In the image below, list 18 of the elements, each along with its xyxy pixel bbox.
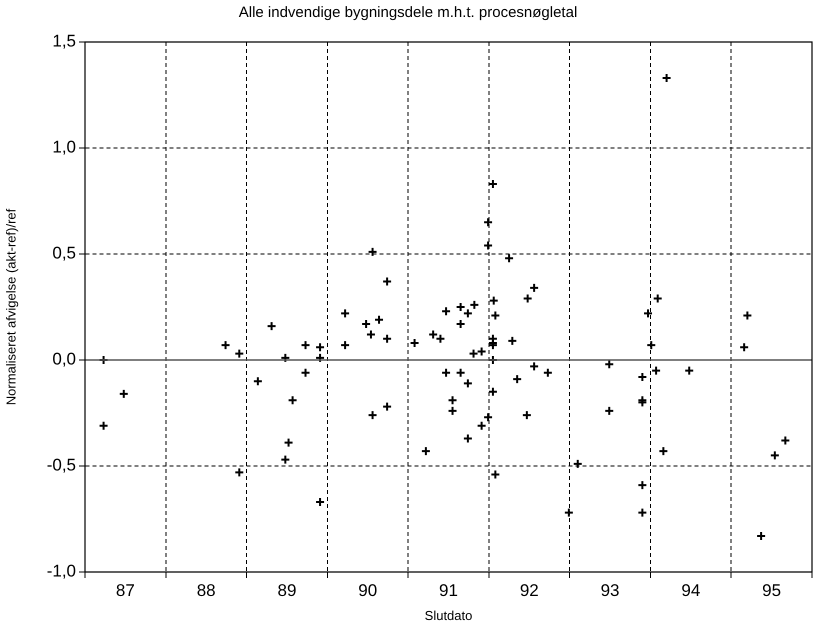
x-tick-label: 95 <box>762 580 782 600</box>
chart-title: Alle indvendige bygningsdele m.h.t. procesnøgletal <box>238 4 578 22</box>
x-tick-label: 93 <box>600 580 620 600</box>
y-tick-label: 0,5 <box>52 244 76 263</box>
x-tick-label: 87 <box>116 580 135 600</box>
y-tick-label: 1,0 <box>52 138 76 157</box>
x-tick-label: 89 <box>277 580 296 600</box>
x-tick-label: 88 <box>196 580 216 600</box>
x-tick-label: 94 <box>681 580 700 600</box>
x-tick-label: 92 <box>520 580 539 600</box>
y-tick-label: -1,0 <box>46 562 76 581</box>
x-tick-label: 90 <box>358 580 378 600</box>
x-axis-title: Slutdato <box>424 608 472 623</box>
y-tick-label: -0,5 <box>46 456 76 475</box>
x-tick-label: 91 <box>439 580 458 600</box>
y-axis-title: Normaliseret afvigelse (akt-ref)/ref <box>3 208 18 406</box>
y-tick-label: 1,5 <box>52 32 76 51</box>
y-tick-label: 0,0 <box>52 350 76 369</box>
